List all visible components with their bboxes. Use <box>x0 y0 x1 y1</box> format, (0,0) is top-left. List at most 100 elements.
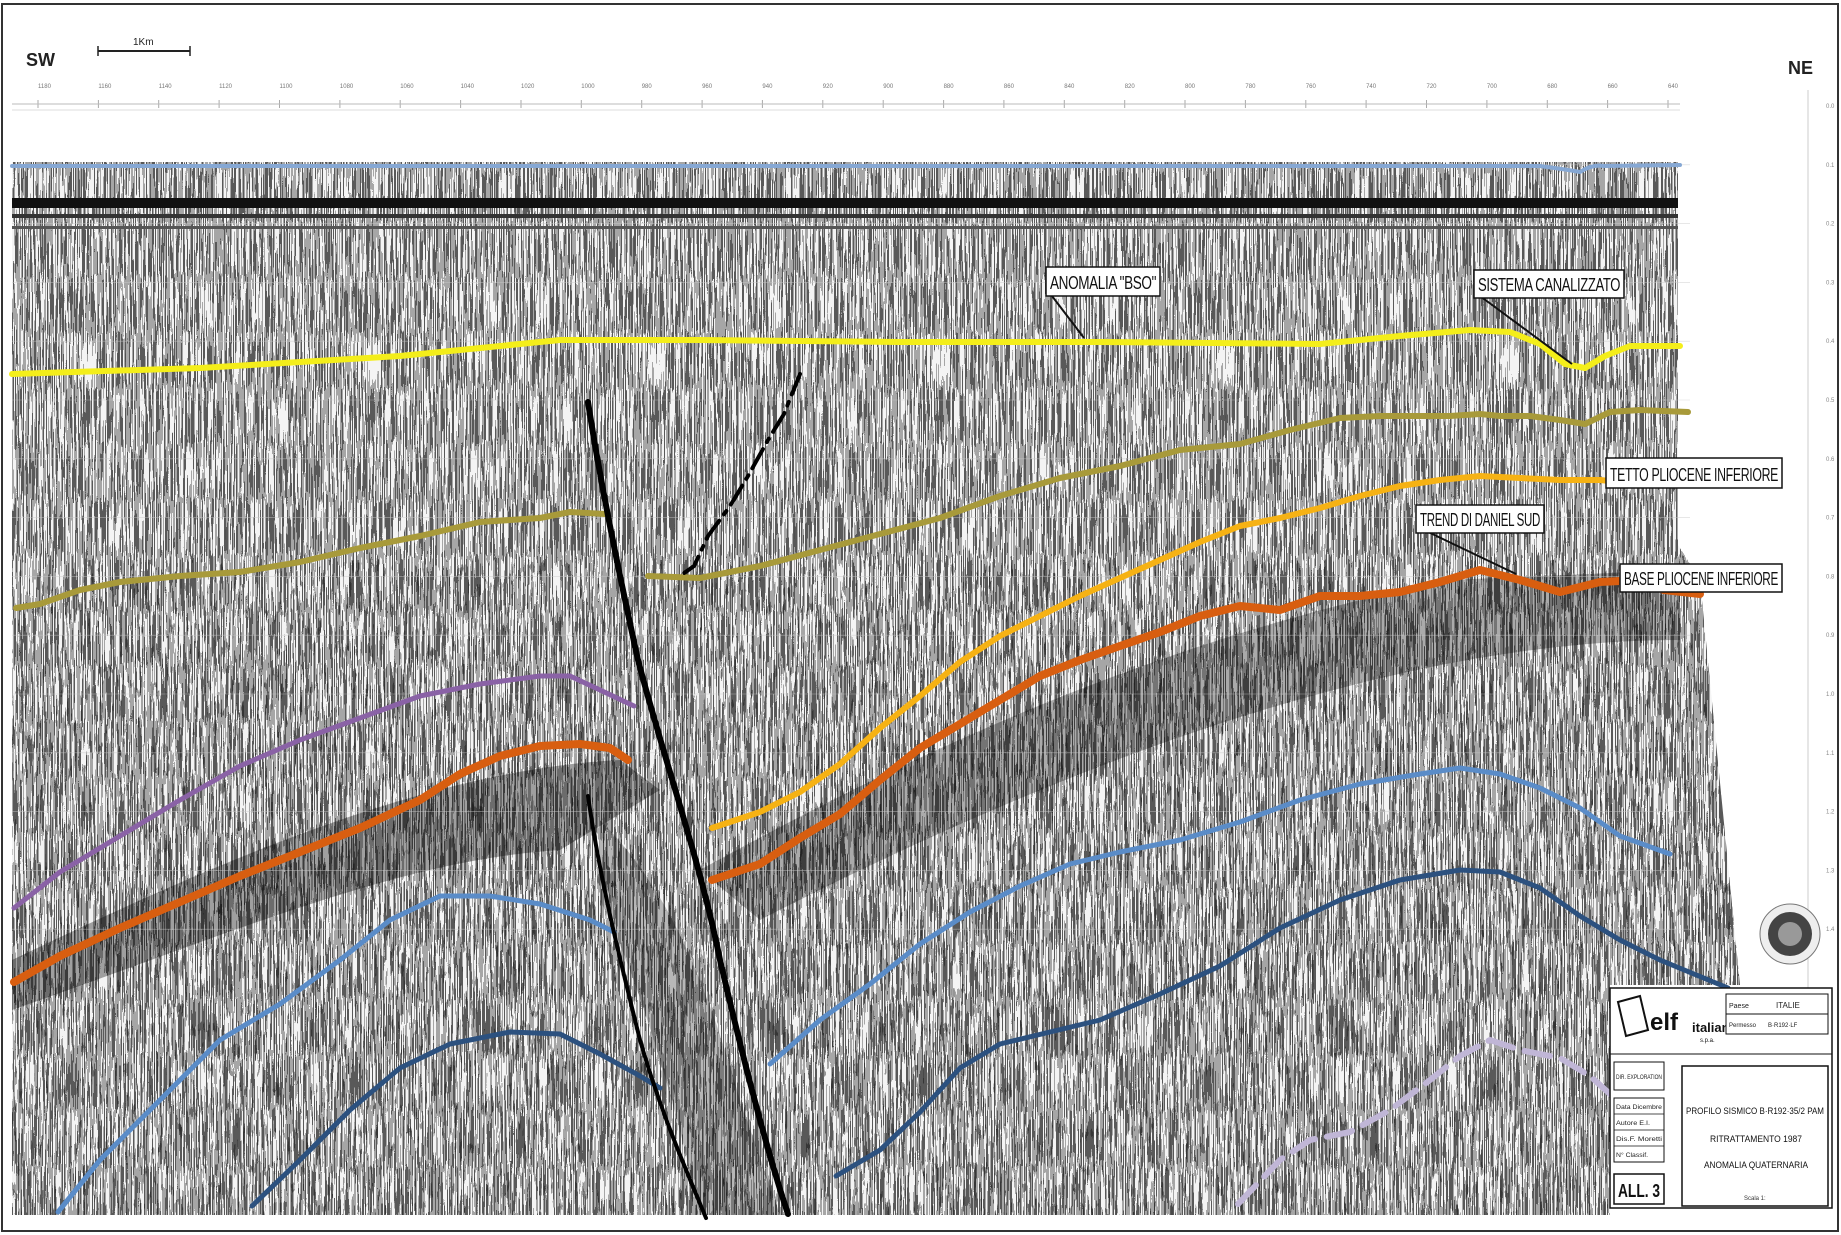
annotation-base-pliocene: BASE PLIOCENE INFERIORE <box>1619 563 1783 593</box>
time-tick-label: 1.1 <box>1826 751 1835 757</box>
scale-bar: 1Km <box>97 37 191 56</box>
paese-label: Paese <box>1729 1003 1749 1010</box>
horizon-light-blue-west <box>55 893 617 1215</box>
shotpoint-axis: 1180 1160 1140 1120 1100 1080 1060 1040 1020 1000… <box>37 84 1679 108</box>
shotpoint-label: 940 <box>762 84 773 90</box>
shotpoint-label: 1080 <box>340 84 354 90</box>
shotpoint-label: 1020 <box>521 84 535 90</box>
time-tick-label: 1.2 <box>1826 810 1835 816</box>
shotpoint-label: 1060 <box>400 84 414 90</box>
annotation-anomalia-bso: ANOMALIA "BSO" <box>1045 266 1161 339</box>
time-tick-label: 0.9 <box>1826 633 1835 639</box>
time-tick-label: 0.4 <box>1826 339 1835 345</box>
horizon-olive-west <box>13 509 608 611</box>
shotpoint-label: 780 <box>1245 84 1256 90</box>
allegato-label: ALL. 3 <box>1618 1181 1660 1201</box>
sw-direction-label: SW <box>26 50 55 70</box>
annotation-tetto-pliocene: TETTO PLIOCENE INFERIORE <box>1605 457 1783 489</box>
horizon-olive-east <box>645 407 1691 581</box>
time-tick-label: 0.6 <box>1826 457 1835 463</box>
shotpoint-label: 860 <box>1004 84 1015 90</box>
horizon-dark-blue-east <box>833 867 1731 1179</box>
shotpoint-label: 1040 <box>461 84 475 90</box>
title-line-1: PROFILO SISMICO B·R192·35/2 PAM <box>1686 1106 1824 1116</box>
main-fault <box>585 399 791 1217</box>
scale-bar-label: 1Km <box>133 37 154 48</box>
logo-spa: s.p.a. <box>1700 1038 1715 1044</box>
time-tick-label: 1.4 <box>1826 927 1835 933</box>
horizon-orange-west <box>10 740 632 986</box>
trend-label: TREND DI DANIEL SUD <box>1420 510 1540 530</box>
disegno-field: Dis.F. Moretti <box>1616 1137 1662 1143</box>
shotpoint-label: 980 <box>642 84 653 90</box>
stamp-seal <box>1759 903 1821 965</box>
autore-field: Autore E.I. <box>1616 1121 1650 1127</box>
shotpoint-label: 1160 <box>98 84 112 90</box>
dir-exploration: DIR. EXPLORATION <box>1616 1075 1662 1081</box>
permesso-value: B·R192·LF <box>1768 1023 1798 1029</box>
shotpoint-label: 700 <box>1487 84 1498 90</box>
horizon-lavender-dashed <box>1235 1037 1613 1207</box>
time-tick-label: 0.1 <box>1826 163 1835 169</box>
horizon-yellow <box>9 327 1683 377</box>
title-block: elf italiana s.p.a. Paese ITALIE Permess… <box>1609 987 1833 1209</box>
time-tick-label: 0.3 <box>1826 280 1835 286</box>
shotpoint-label: 1140 <box>159 84 173 90</box>
shotpoint-label: 920 <box>823 84 834 90</box>
paese-value: ITALIE <box>1776 1001 1800 1010</box>
ne-direction-label: NE <box>1788 58 1813 78</box>
shotpoint-label: 640 <box>1668 84 1679 90</box>
shotpoint-label: 760 <box>1306 84 1317 90</box>
annotations: ANOMALIA "BSO" SISTEMA CANALIZZATO TETTO… <box>1045 266 1783 593</box>
sistema-label: SISTEMA CANALIZZATO <box>1478 275 1620 295</box>
shotpoint-label: 1000 <box>581 84 595 90</box>
shotpoint-label: 820 <box>1125 84 1136 90</box>
time-axis: 0.0 0.1 0.2 0.3 0.4 0.5 0.6 0.7 0.8 0.9 1.0 1.1 1.2 1… <box>1826 104 1835 933</box>
shotpoint-label: 680 <box>1547 84 1558 90</box>
horizon-dark-blue-west <box>249 1029 663 1209</box>
dashed-fault <box>678 372 802 578</box>
time-tick-label: 0.0 <box>1826 104 1835 110</box>
title-line-3: ANOMALIA QUATERNARIA <box>1704 1160 1808 1170</box>
base-label: BASE PLIOCENE INFERIORE <box>1624 569 1778 589</box>
shotpoint-label: 720 <box>1427 84 1438 90</box>
horizon-light-blue-east <box>767 765 1673 1067</box>
shotpoint-label: 740 <box>1366 84 1377 90</box>
annotation-sistema-canalizzato: SISTEMA CANALIZZATO <box>1473 269 1625 365</box>
classif-field: N° Classif. <box>1616 1153 1648 1159</box>
shotpoint-label: 1120 <box>219 84 233 90</box>
logo-elf: elf <box>1650 1009 1679 1036</box>
permesso-label: Permesso <box>1729 1023 1757 1029</box>
shotpoint-label: 660 <box>1608 84 1619 90</box>
shotpoint-label: 1180 <box>38 84 52 90</box>
anomalia-label: ANOMALIA "BSO" <box>1050 273 1156 293</box>
time-gridlines <box>12 164 1690 930</box>
data-field: Data Dicembre <box>1616 1105 1663 1111</box>
time-tick-label: 0.8 <box>1826 574 1835 580</box>
tetto-label: TETTO PLIOCENE INFERIORE <box>1610 465 1778 485</box>
annotation-trend-daniel: TREND DI DANIEL SUD <box>1415 504 1545 575</box>
time-tick-label: 1.0 <box>1826 692 1835 698</box>
shotpoint-label: 1100 <box>280 84 294 90</box>
shotpoint-label: 880 <box>944 84 955 90</box>
horizon-seabed <box>10 163 1682 174</box>
title-line-2: RITRATTAMENTO 1987 <box>1710 1134 1802 1144</box>
shotpoint-label: 840 <box>1064 84 1075 90</box>
horizon-purple <box>11 673 637 911</box>
secondary-fault <box>586 794 708 1220</box>
horizon-orange-east <box>708 566 1704 884</box>
horizons <box>9 163 1731 1215</box>
time-tick-label: 0.7 <box>1826 516 1835 522</box>
time-tick-label: 0.5 <box>1826 398 1835 404</box>
shotpoint-label: 800 <box>1185 84 1196 90</box>
horizon-orange-yellow <box>709 473 1691 831</box>
faults <box>585 372 802 1220</box>
header: SW NE 1Km 1180 1160 1140 1120 1100 1080 1060 10… <box>12 37 1835 1000</box>
time-tick-label: 1.3 <box>1826 868 1835 874</box>
scala-label: Scala 1: <box>1744 1196 1766 1202</box>
time-tick-label: 0.2 <box>1826 222 1835 228</box>
shotpoint-label: 900 <box>883 84 894 90</box>
shotpoint-label: 960 <box>702 84 713 90</box>
